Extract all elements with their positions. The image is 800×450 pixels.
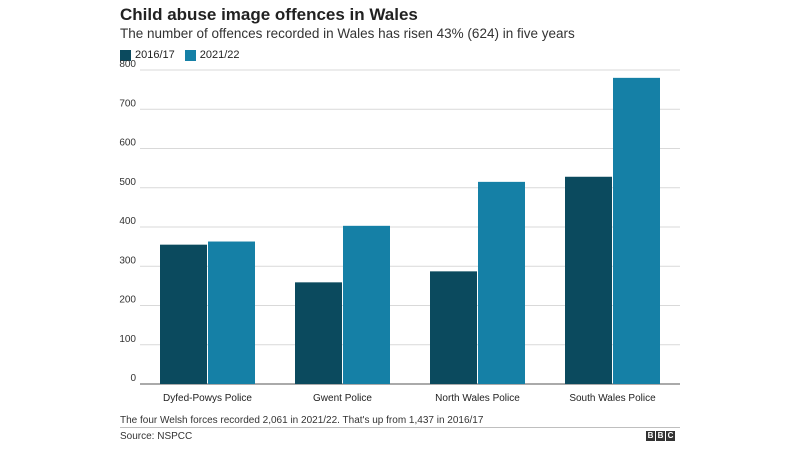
legend-label-2021-22: 2021/22 (199, 49, 240, 61)
footer-divider (120, 427, 680, 428)
x-category-label: Dyfed-Powys Police (163, 393, 252, 404)
y-tick-label: 300 (119, 255, 136, 266)
y-tick-label: 100 (119, 334, 136, 345)
bbc-logo: B B C (646, 431, 675, 441)
legend-item-2021-22: 2021/22 (184, 49, 240, 61)
x-category-label: North Wales Police (435, 393, 520, 404)
bar-2021-22-south-wales-police (613, 77, 660, 384)
x-category-label: Gwent Police (313, 393, 372, 404)
bar-2016-17-dyfed-powys-police (160, 244, 207, 384)
y-tick-label: 400 (119, 216, 136, 227)
logo-letter: C (666, 431, 675, 441)
bar-2016-17-gwent-police (295, 282, 342, 384)
logo-letter: B (656, 431, 665, 441)
bar-2021-22-gwent-police (343, 225, 390, 384)
logo-letter: B (646, 431, 655, 441)
bar-2021-22-dyfed-powys-police (208, 241, 255, 384)
y-tick-label: 0 (130, 373, 136, 384)
bar-2016-17-north-wales-police (430, 271, 477, 384)
legend: 2016/17 2021/22 (120, 49, 250, 61)
legend-label-2016-17: 2016/17 (135, 49, 175, 61)
chart-subtitle: The number of offences recorded in Wales… (120, 26, 575, 41)
legend-swatch-2021-22 (184, 49, 196, 61)
y-tick-label: 700 (119, 98, 136, 109)
bar-2021-22-north-wales-police (478, 181, 525, 384)
x-category-label: South Wales Police (569, 393, 656, 404)
bar-2016-17-south-wales-police (565, 176, 612, 384)
y-tick-label: 500 (119, 177, 136, 188)
footnote: The four Welsh forces recorded 2,061 in … (120, 415, 484, 426)
legend-item-2016-17: 2016/17 (120, 49, 175, 61)
source-label: Source: NSPCC (120, 431, 193, 442)
chart-title: Child abuse image offences in Wales (120, 5, 418, 24)
legend-swatch-2016-17 (120, 49, 131, 61)
y-tick-label: 800 (119, 59, 136, 70)
y-tick-label: 200 (119, 295, 136, 306)
y-tick-label: 600 (119, 138, 136, 149)
